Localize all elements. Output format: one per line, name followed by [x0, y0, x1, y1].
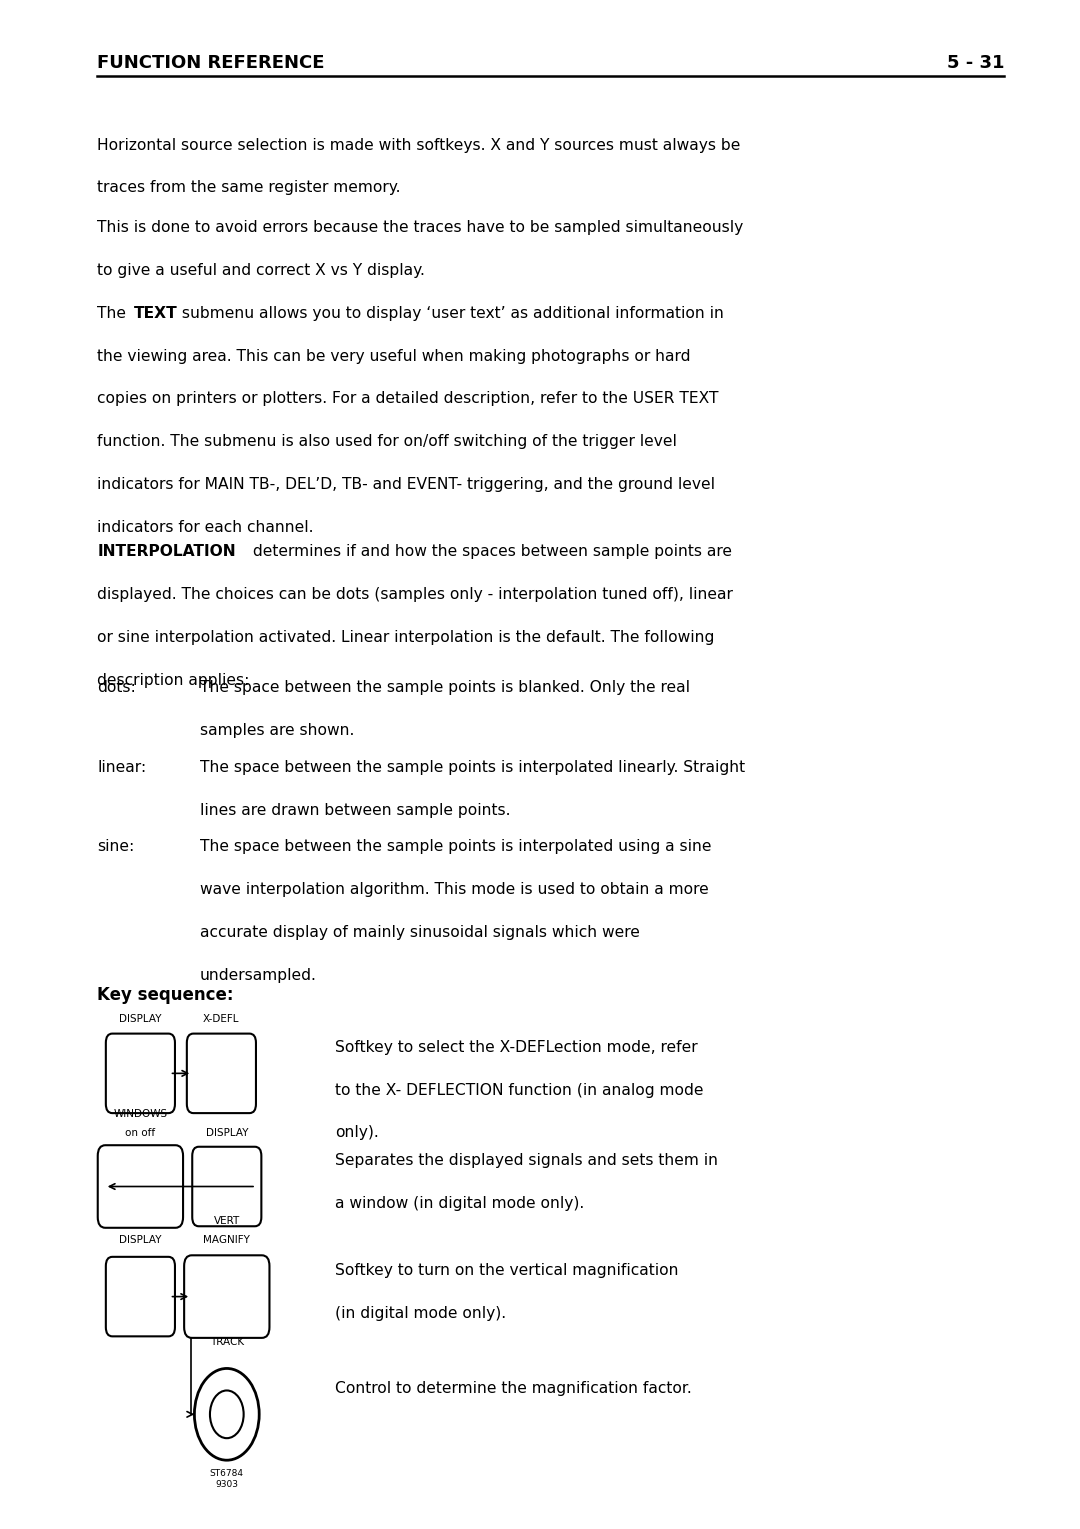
Text: (in digital mode only).: (in digital mode only). — [335, 1306, 505, 1321]
Text: dots:: dots: — [97, 680, 136, 696]
Text: a window (in digital mode only).: a window (in digital mode only). — [335, 1196, 584, 1211]
Text: The space between the sample points is blanked. Only the real: The space between the sample points is b… — [200, 680, 690, 696]
Text: Softkey to turn on the vertical magnification: Softkey to turn on the vertical magnific… — [335, 1263, 678, 1278]
Text: copies on printers or plotters. For a detailed description, refer to the USER TE: copies on printers or plotters. For a de… — [97, 391, 718, 407]
Text: to the X- DEFLECTION function (in analog mode: to the X- DEFLECTION function (in analog… — [335, 1083, 703, 1098]
Text: DISPLAY: DISPLAY — [205, 1127, 248, 1138]
Text: wave interpolation algorithm. This mode is used to obtain a more: wave interpolation algorithm. This mode … — [200, 882, 708, 898]
Text: TRACK: TRACK — [210, 1336, 244, 1347]
Text: DISPLAY: DISPLAY — [119, 1014, 162, 1024]
Text: Horizontal source selection is made with softkeys. X and Y sources must always b: Horizontal source selection is made with… — [97, 138, 741, 153]
Text: The: The — [97, 306, 131, 321]
Text: Separates the displayed signals and sets them in: Separates the displayed signals and sets… — [335, 1153, 718, 1168]
Text: sine:: sine: — [97, 839, 134, 855]
Text: or sine interpolation activated. Linear interpolation is the default. The follow: or sine interpolation activated. Linear … — [97, 630, 715, 645]
Text: submenu allows you to display ‘user text’ as additional information in: submenu allows you to display ‘user text… — [177, 306, 724, 321]
Text: determines if and how the spaces between sample points are: determines if and how the spaces between… — [248, 544, 732, 560]
Text: This is done to avoid errors because the traces have to be sampled simultaneousl: This is done to avoid errors because the… — [97, 220, 743, 235]
Text: Softkey to select the X-DEFLection mode, refer: Softkey to select the X-DEFLection mode,… — [335, 1040, 698, 1055]
FancyBboxPatch shape — [97, 1145, 183, 1228]
Text: on off: on off — [125, 1127, 156, 1138]
FancyBboxPatch shape — [192, 1147, 261, 1226]
Text: FUNCTION REFERENCE: FUNCTION REFERENCE — [97, 54, 325, 72]
Text: description applies:: description applies: — [97, 673, 249, 688]
Circle shape — [194, 1368, 259, 1460]
FancyBboxPatch shape — [184, 1255, 270, 1338]
Text: displayed. The choices can be dots (samples only - interpolation tuned off), lin: displayed. The choices can be dots (samp… — [97, 587, 733, 602]
Text: traces from the same register memory.: traces from the same register memory. — [97, 180, 401, 196]
Text: 5 - 31: 5 - 31 — [947, 54, 1004, 72]
Text: The space between the sample points is interpolated linearly. Straight: The space between the sample points is i… — [200, 760, 745, 775]
Text: samples are shown.: samples are shown. — [200, 723, 354, 739]
Text: Key sequence:: Key sequence: — [97, 986, 233, 1005]
Text: INTERPOLATION: INTERPOLATION — [97, 544, 235, 560]
Text: to give a useful and correct X vs Y display.: to give a useful and correct X vs Y disp… — [97, 263, 426, 278]
Text: VERT: VERT — [214, 1216, 240, 1226]
Text: indicators for each channel.: indicators for each channel. — [97, 520, 313, 535]
Text: WINDOWS: WINDOWS — [113, 1109, 167, 1119]
Text: undersampled.: undersampled. — [200, 968, 316, 983]
Text: accurate display of mainly sinusoidal signals which were: accurate display of mainly sinusoidal si… — [200, 925, 639, 940]
Circle shape — [210, 1390, 244, 1439]
Text: the viewing area. This can be very useful when making photographs or hard: the viewing area. This can be very usefu… — [97, 349, 691, 364]
Text: lines are drawn between sample points.: lines are drawn between sample points. — [200, 803, 511, 818]
FancyBboxPatch shape — [106, 1257, 175, 1336]
FancyBboxPatch shape — [106, 1034, 175, 1113]
FancyBboxPatch shape — [187, 1034, 256, 1113]
Text: linear:: linear: — [97, 760, 146, 775]
Text: function. The submenu is also used for on/off switching of the trigger level: function. The submenu is also used for o… — [97, 434, 677, 450]
Text: DISPLAY: DISPLAY — [119, 1234, 162, 1245]
Text: indicators for MAIN TB-, DEL’D, TB- and EVENT- triggering, and the ground level: indicators for MAIN TB-, DEL’D, TB- and … — [97, 477, 715, 492]
Text: ST6784
9303: ST6784 9303 — [210, 1469, 244, 1489]
Text: MAGNIFY: MAGNIFY — [203, 1234, 251, 1245]
Text: The space between the sample points is interpolated using a sine: The space between the sample points is i… — [200, 839, 712, 855]
Text: X-DEFL: X-DEFL — [203, 1014, 240, 1024]
Text: TEXT: TEXT — [134, 306, 178, 321]
Text: only).: only). — [335, 1125, 379, 1141]
Text: Control to determine the magnification factor.: Control to determine the magnification f… — [335, 1381, 691, 1396]
